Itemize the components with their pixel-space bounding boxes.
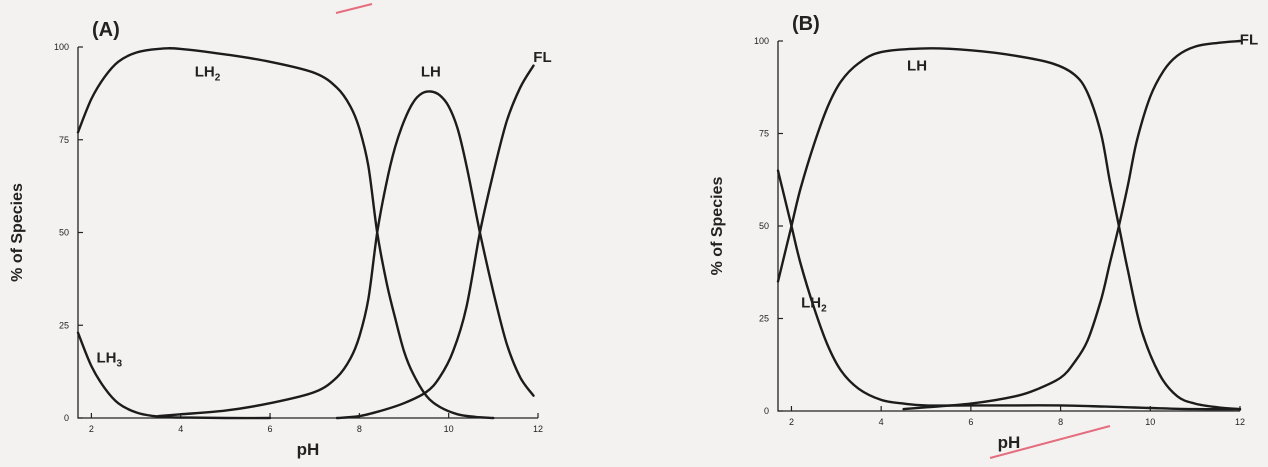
chart-a-x-axis-label: pH — [297, 440, 320, 459]
chart-a-x-tick-label: 10 — [444, 424, 454, 434]
chart-a-series-line-lh3 — [76, 331, 272, 420]
chart-b-series-line-lh2 — [776, 169, 1242, 411]
chart-a-x-tick-label: 6 — [268, 424, 273, 434]
chart-a-x-tick-label: 12 — [533, 424, 543, 434]
chart-b-x-axis-label: pH — [998, 433, 1021, 452]
chart-a-y-tick-label: 0 — [64, 413, 69, 423]
chart-b-series-line-lh — [776, 47, 1242, 411]
chart-a-x-tick-label: 2 — [89, 424, 94, 434]
chart-b-y-tick-label: 100 — [754, 36, 769, 46]
chart-b-y-tick-label: 75 — [759, 129, 769, 139]
pen-stroke-top — [335, 3, 373, 14]
chart-b: 2 4 6 8 10 12 0 25 50 75 100 pH % of Species (B) LH2 LH… — [709, 13, 1258, 452]
chart-a: 2 4 6 8 10 12 0 25 50 75 100 pH % of Species (A) LH3 LH… — [9, 19, 552, 459]
chart-b-series-label-fl: FL — [1240, 32, 1258, 49]
chart-a-x-tick-label: 8 — [357, 424, 362, 434]
chart-a-series-label-fl: FL — [533, 49, 551, 66]
chart-a-series-label-lh3: LH3 — [96, 349, 122, 369]
chart-b-x-tick-label: 8 — [1058, 417, 1063, 427]
chart-b-x-tick-label: 6 — [968, 417, 973, 427]
chart-b-axes — [777, 41, 1240, 412]
chart-a-y-tick-label: 100 — [54, 42, 69, 52]
chart-a-y-tick-label: 50 — [59, 228, 69, 238]
chart-b-series-label-lh: LH — [907, 58, 927, 75]
chart-a-y-tick-label: 25 — [59, 320, 69, 330]
chart-a-series-label-lh: LH — [421, 64, 441, 81]
chart-b-x-tick-label: 10 — [1145, 417, 1155, 427]
chart-b-series-line-fl — [902, 39, 1242, 411]
chart-a-x-tick-label: 4 — [178, 424, 183, 434]
chart-b-y-tick-label: 0 — [764, 406, 769, 416]
chart-a-series-line-lh2 — [76, 47, 495, 420]
chart-b-y-axis-label: % of Species — [709, 177, 726, 276]
chart-a-series-label-lh2: LH2 — [195, 64, 221, 84]
chart-a-y-axis-label: % of Species — [9, 183, 26, 282]
pen-marks — [335, 3, 1111, 459]
chart-b-x-tick-label: 4 — [879, 417, 884, 427]
chart-a-series-line-fl — [335, 64, 535, 420]
chart-a-y-tick-label: 75 — [59, 135, 69, 145]
chart-b-y-tick-label: 25 — [759, 314, 769, 324]
chart-b-panel-label: (B) — [792, 13, 820, 35]
pen-stroke-bottom — [989, 425, 1111, 459]
chart-a-axes — [77, 47, 538, 419]
chart-b-y-tick-label: 50 — [759, 221, 769, 231]
chart-b-x-tick-label: 2 — [789, 417, 794, 427]
chart-a-panel-label: (A) — [92, 19, 120, 41]
chart-b-x-tick-label: 12 — [1235, 417, 1245, 427]
chart-b-series-label-lh2: LH2 — [801, 294, 827, 314]
